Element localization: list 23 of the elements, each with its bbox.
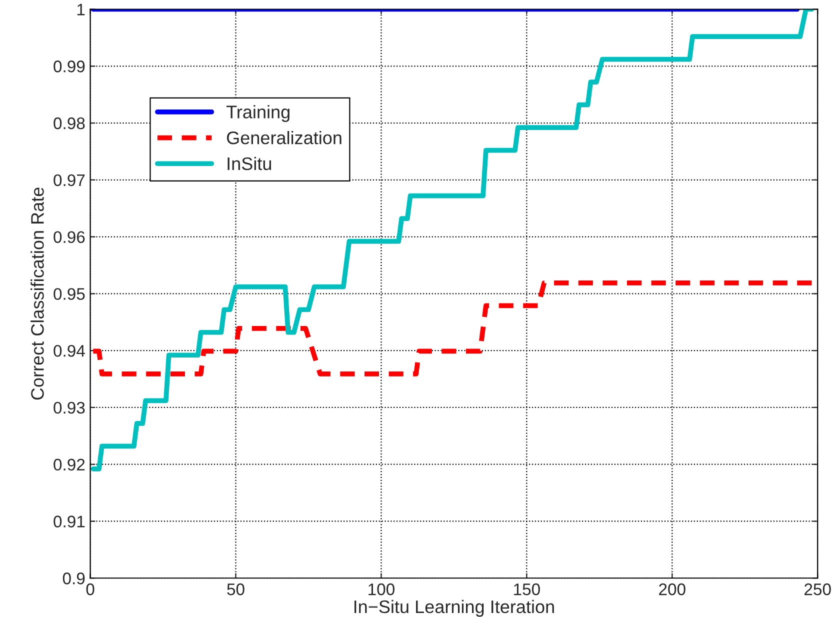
y-axis-title: Correct Classification Rate (30, 188, 44, 400)
legend-label: Generalization (226, 131, 342, 144)
x-tick-label: 50 (227, 583, 244, 596)
y-tick-label: 0.97 (54, 174, 85, 186)
y-tick-label: 0.92 (54, 458, 85, 471)
y-tick-label: 0.96 (54, 231, 85, 244)
y-tick-label: 0.9 (62, 572, 85, 584)
x-tick-label: 0 (86, 583, 94, 596)
legend-label: InSitu (228, 156, 272, 170)
y-tick-label: 0.95 (54, 288, 85, 300)
y-tick-label: 1 (77, 4, 85, 16)
y-tick-label: 0.94 (54, 344, 85, 357)
y-tick-label: 0.91 (54, 516, 85, 528)
x-tick-label: 150 (514, 583, 540, 596)
y-tick-label: 0.98 (54, 117, 85, 130)
y-tick-label: 0.93 (54, 402, 85, 414)
x-tick-label: 100 (368, 583, 394, 596)
x-tick-label: 250 (804, 583, 831, 596)
line-series (90, 9, 814, 472)
legend-label: Training (226, 105, 290, 122)
x-tick-label: 200 (659, 583, 686, 596)
x-axis-title: In−Situ Learning Iteration (354, 600, 554, 617)
y-tick-label: 0.99 (54, 60, 85, 72)
